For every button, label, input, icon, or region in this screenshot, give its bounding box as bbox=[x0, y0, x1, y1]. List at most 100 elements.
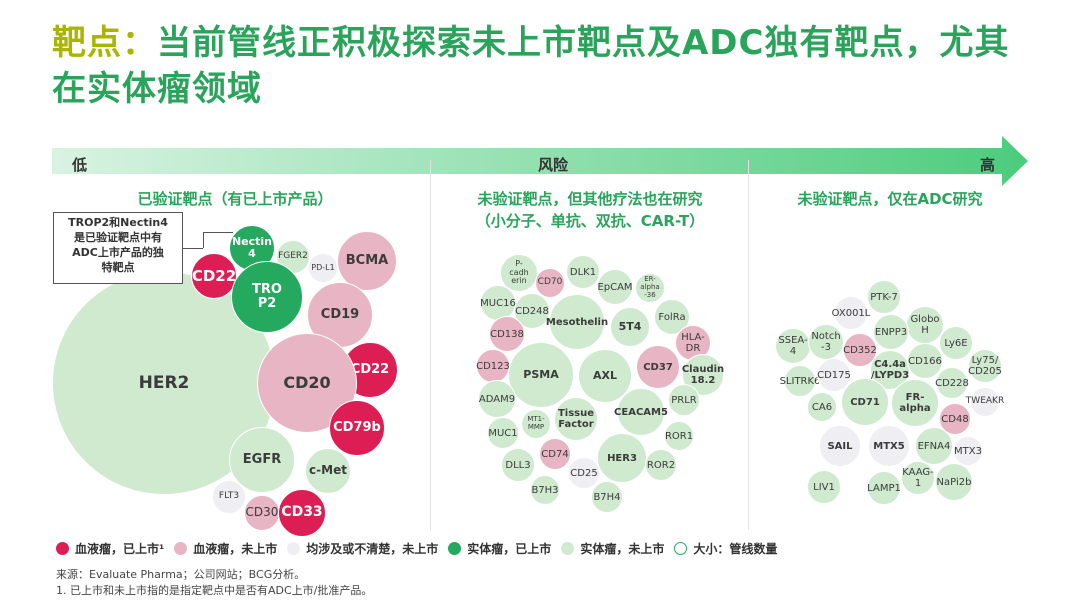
callout-leader-h2 bbox=[203, 232, 233, 233]
target-bubble: EGFR bbox=[229, 427, 295, 493]
section-unvalidated-other-heading: 未验证靶点，但其他疗法也在研究 （小分子、单抗、双抗、CAR-T） bbox=[440, 188, 740, 232]
legend-label: 血液瘤，未上市 bbox=[193, 541, 278, 556]
target-bubble: MTX5 bbox=[868, 425, 910, 467]
target-bubble-label: PD-L1 bbox=[311, 262, 335, 272]
target-bubble-label: CD30 bbox=[245, 505, 279, 520]
target-bubble: MT1- MMP bbox=[521, 409, 551, 439]
target-bubble: BCMA bbox=[337, 231, 397, 291]
legend-label: 血液瘤，已上市¹ bbox=[75, 541, 165, 556]
target-bubble: NaPi2b bbox=[935, 463, 973, 501]
target-bubble: CD79b bbox=[329, 400, 385, 456]
target-bubble: Tissue Factor bbox=[554, 397, 598, 441]
legend-label: 实体瘤，已上市 bbox=[467, 541, 552, 556]
target-bubble: CA6 bbox=[807, 392, 837, 422]
target-bubble: FGER2 bbox=[276, 240, 310, 274]
target-bubble-label: HLA-DR bbox=[681, 332, 705, 354]
risk-arrow bbox=[52, 136, 1028, 186]
target-bubble-label: MUC1 bbox=[488, 427, 518, 439]
target-bubble: ER- alpha -36 bbox=[635, 273, 665, 303]
section-divider-1 bbox=[430, 160, 431, 530]
section-divider-2 bbox=[748, 160, 749, 530]
target-bubble-label: P- cadh erin bbox=[509, 258, 529, 286]
target-bubble-label: B7H3 bbox=[531, 484, 559, 496]
legend: 血液瘤，已上市¹ 血液瘤，未上市 均涉及或不清楚，未上市 实体瘤，已上市 实体瘤，未上市… bbox=[56, 538, 787, 558]
target-bubble: CD228 bbox=[935, 367, 969, 399]
target-bubble: CD123 bbox=[476, 349, 510, 383]
target-bubble-label: CD138 bbox=[490, 328, 524, 340]
target-bubble-label: PSMA bbox=[523, 367, 559, 381]
target-bubble-label: CD48 bbox=[941, 413, 969, 425]
target-bubble-label: ADAM9 bbox=[478, 393, 516, 405]
target-bubble-label: SLITRK6 bbox=[779, 375, 821, 387]
target-bubble-label: C4.4a /LYPD3 bbox=[870, 359, 910, 381]
target-bubble-label: Ly75/ CD205 bbox=[968, 355, 1002, 377]
target-bubble: CD22 bbox=[191, 253, 237, 299]
target-bubble: ADAM9 bbox=[478, 380, 516, 418]
target-bubble: PSMA bbox=[508, 342, 574, 408]
legend-swatch bbox=[174, 541, 188, 555]
target-bubble-label: Mesothelin bbox=[545, 316, 609, 328]
title-text: 当前管线正积极探索未上市靶点及ADC独有靶点，尤其在实体瘤领域 bbox=[52, 23, 1010, 109]
target-bubble-label: AXL bbox=[592, 368, 617, 382]
target-bubble: EpCAM bbox=[597, 269, 633, 305]
target-bubble: CD166 bbox=[907, 343, 943, 379]
target-bubble-label: DLL3 bbox=[505, 459, 531, 471]
target-bubble: c-Met bbox=[305, 448, 351, 494]
target-bubble: CD37 bbox=[636, 345, 680, 389]
target-bubble-label: CD22 bbox=[191, 266, 237, 285]
target-bubble-label: FolRa bbox=[658, 311, 686, 323]
target-bubble-label: B7H4 bbox=[593, 491, 621, 503]
target-bubble: FLT3 bbox=[212, 480, 246, 514]
callout-note-text: TROP2和Nectin4 是已验证靶点中有 ADC上市产品的独 特靶点 bbox=[68, 216, 168, 274]
legend-label: 大小：管线数量 bbox=[693, 541, 778, 556]
target-bubble-label: MTX5 bbox=[873, 440, 905, 452]
target-bubble-label: CD33 bbox=[281, 504, 323, 521]
target-bubble-label: Notch -3 bbox=[811, 331, 841, 353]
target-bubble-label: EpCAM bbox=[597, 281, 633, 293]
target-bubble-label: Nectin 4 bbox=[231, 234, 273, 260]
callout-leader-h bbox=[183, 248, 203, 249]
target-bubble-label: CD74 bbox=[541, 448, 569, 460]
target-bubble-label: EGFR bbox=[242, 451, 282, 467]
target-bubble: MUC1 bbox=[487, 417, 519, 449]
target-bubble: CD175 bbox=[817, 358, 851, 392]
footnote-note1: 1. 已上市和未上市指的是指定靶点中是否有ADC上市/批准产品。 bbox=[56, 584, 373, 597]
target-bubble-label: Claudin 18.2 bbox=[681, 364, 725, 386]
target-bubble-label: MT1- MMP bbox=[527, 415, 545, 431]
legend-item: 血液瘤，未上市 bbox=[174, 540, 277, 557]
target-bubble-label: CD175 bbox=[817, 369, 851, 381]
target-bubble-label: DLK1 bbox=[569, 266, 597, 278]
target-bubble-label: ROR1 bbox=[664, 430, 694, 442]
target-bubble-label: MTX3 bbox=[954, 445, 982, 457]
target-bubble-label: FLT3 bbox=[218, 491, 240, 502]
legend-swatch bbox=[56, 541, 69, 555]
target-bubble-label: PRLR bbox=[671, 394, 697, 406]
target-bubble-label: PTK-7 bbox=[870, 291, 898, 303]
target-bubble: Mesothelin bbox=[545, 294, 609, 350]
target-bubble-label: CD71 bbox=[850, 396, 880, 408]
target-bubble-label: EFNA4 bbox=[917, 440, 951, 452]
target-bubble-label: FGER2 bbox=[278, 251, 308, 262]
target-bubble-label: TRO P2 bbox=[252, 281, 282, 311]
target-bubble: AXL bbox=[578, 349, 632, 403]
callout-leader-v bbox=[203, 232, 204, 248]
target-bubble: SSEA-4 bbox=[775, 328, 811, 364]
target-bubble: TWEAKR bbox=[966, 387, 1004, 417]
target-bubble-label: CD37 bbox=[643, 361, 673, 373]
legend-label: 均涉及或不清楚，未上市 bbox=[306, 541, 439, 556]
legend-item: 血液瘤，已上市¹ bbox=[56, 540, 164, 557]
risk-low-label: 低 bbox=[72, 156, 88, 174]
legend-swatch bbox=[448, 541, 462, 555]
legend-item: 大小：管线数量 bbox=[674, 540, 777, 557]
target-bubble: DLK1 bbox=[566, 255, 600, 289]
target-bubble-label: CD79b bbox=[333, 419, 381, 435]
target-bubble-label: TWEAKR bbox=[965, 396, 1005, 407]
target-bubble-label: CEACAM5 bbox=[614, 406, 668, 418]
target-bubble: Ly75/ CD205 bbox=[968, 349, 1002, 383]
target-bubble: PD-L1 bbox=[308, 253, 338, 283]
target-bubble-label: c-Met bbox=[309, 463, 347, 478]
target-bubble-label: NaPi2b bbox=[936, 476, 972, 488]
target-bubble: OX001L bbox=[832, 296, 870, 330]
target-bubble: HER3 bbox=[597, 433, 647, 483]
